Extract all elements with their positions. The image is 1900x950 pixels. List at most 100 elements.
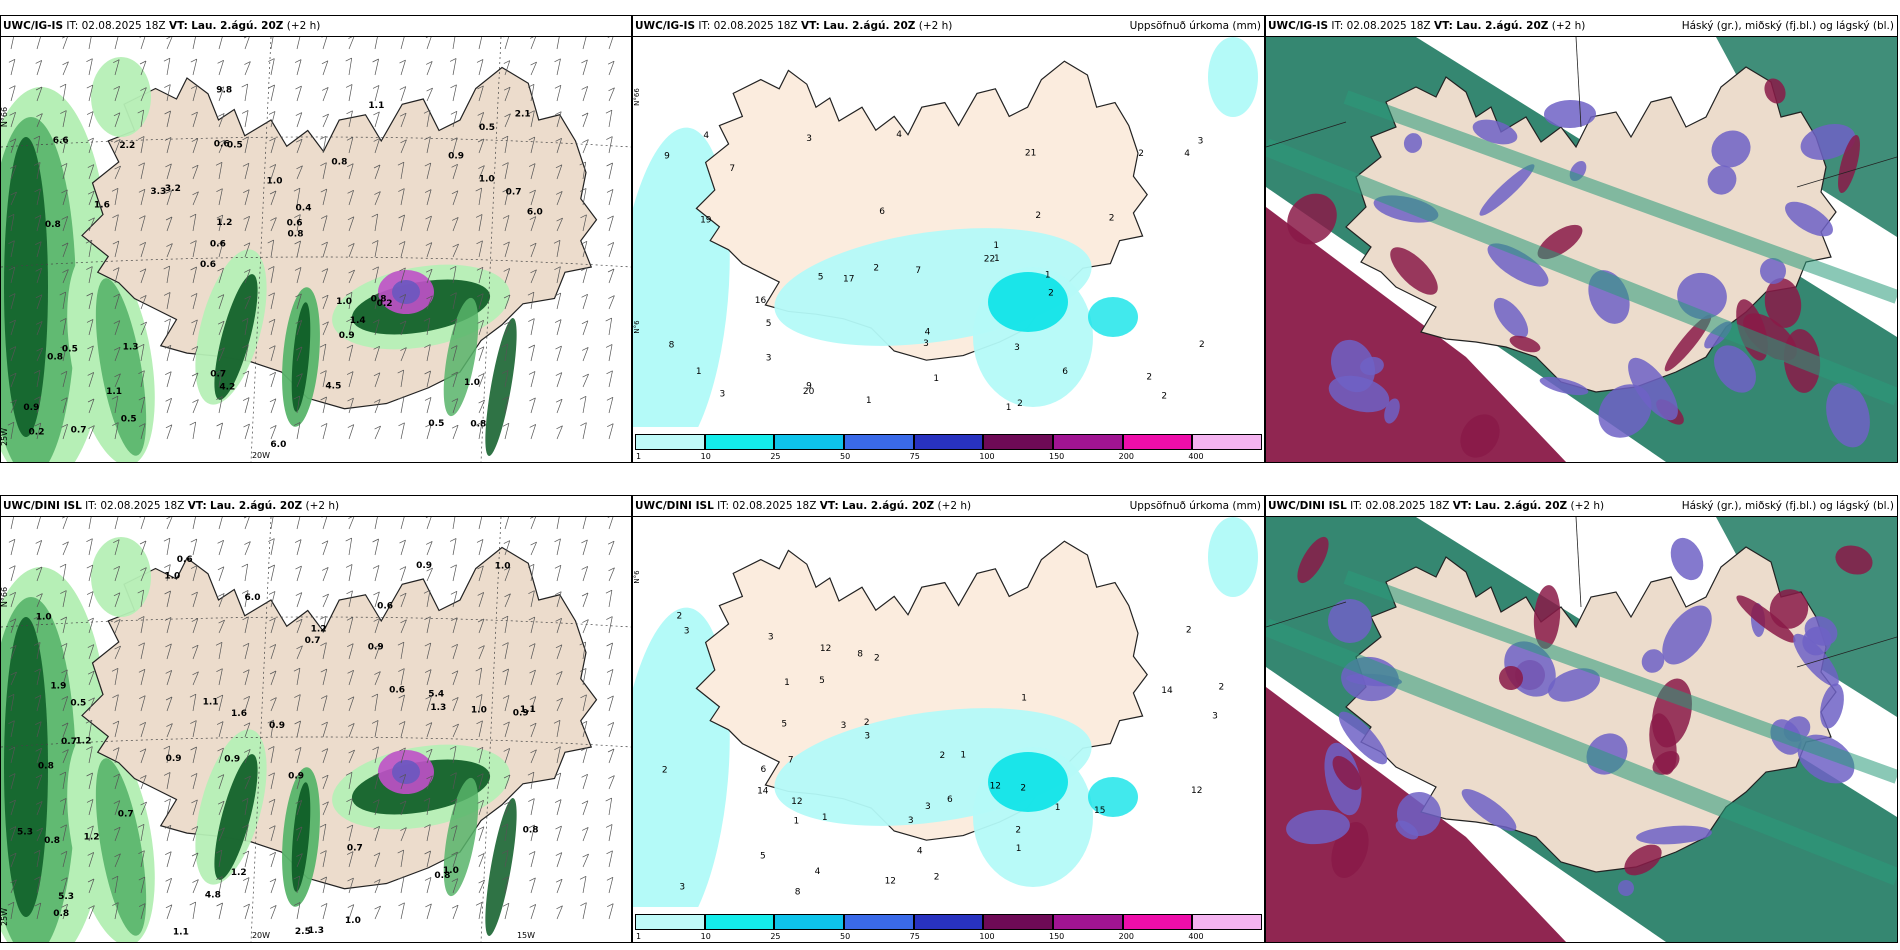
wind-barb [322,344,327,362]
wind-barb [449,265,457,270]
wind-barb [36,827,43,842]
wind-barb [294,747,302,751]
precip-value-label: 0.6 [177,555,193,565]
wind-barb [87,398,95,403]
wind-barb [478,240,483,258]
precip-area [291,302,311,412]
precip-amount-label: 3 [684,627,690,637]
wind-barb [503,294,511,299]
wind-barb [215,369,223,374]
wind-barb [374,517,378,530]
model-name: UWC/IG-IS [635,20,696,32]
wind-barb [530,37,536,50]
wind-barb [296,112,303,128]
wind-barb [346,590,353,595]
mid-cloud-area [1493,297,1529,339]
wind-barb [426,567,433,582]
colorbar-label: 150 [1049,932,1065,941]
wind-barb [556,399,563,414]
wind-barb [269,371,276,376]
wind-barb [10,747,16,764]
wind-barb [163,57,171,62]
init-time: 02.08.2025 18Z [713,20,798,32]
wind-barb [451,424,459,429]
wind-barb [530,61,537,66]
wind-barb [88,191,95,206]
wind-barb [296,747,302,764]
precip-amount-label: 8 [669,341,675,351]
wind-barb [348,590,353,608]
wind-barb [582,800,589,816]
wind-barb [556,266,561,284]
wind-barb [244,216,250,232]
wind-barb [270,240,275,258]
wind-barb [400,370,405,388]
precip-amount-label: 1 [933,374,939,384]
wind-barb [426,61,433,65]
wind-barb [322,642,327,660]
wind-barb [9,852,17,857]
wind-barb [35,241,42,246]
wind-barb [554,564,562,569]
wind-barb [580,902,587,907]
wind-barb [140,616,145,634]
wind-barb [374,372,381,388]
wind-barb [88,697,95,702]
wind-barb [400,188,405,206]
wind-barb [320,370,327,374]
wind-barb [426,87,433,102]
precip-amount-label: 1 [1021,694,1027,704]
wind-barb [478,668,483,686]
precip-value-label: 4.2 [219,383,235,393]
wind-barb [62,643,68,660]
wind-barb [608,162,613,180]
wind-barb [504,748,511,764]
latitude-line [1266,601,1347,628]
wind-barb [60,163,68,167]
low-cloud-area [1297,536,1329,584]
wind-barb [478,267,484,284]
wind-barb [426,643,432,660]
wind-barb [88,217,95,232]
wind-barb [373,799,380,804]
wind-barb [88,345,94,362]
wind-barb [88,852,95,868]
wind-barb [244,189,250,206]
precip-amount-label: 12 [791,797,802,807]
wind-barb [86,319,94,323]
wind-barb [165,696,173,701]
wind-barb [504,215,510,232]
wind-barb [140,110,145,128]
wind-barb [322,268,329,284]
wind-barb [296,396,301,414]
wind-barb [88,137,94,154]
wind-barb [607,268,615,273]
wind-barb [241,110,249,114]
wind-barb [451,190,459,195]
wind-barb [114,668,119,686]
wind-barb [450,798,457,803]
wind-barb [374,671,381,675]
wind-barb [140,517,146,530]
wind-barb [114,827,121,842]
wind-barb [191,346,198,350]
wind-barb [10,694,15,712]
wind-barb [36,215,42,232]
wind-barb [373,372,381,377]
colorbar-label: 25 [770,452,781,461]
wind-barb [244,517,250,530]
wind-barb [606,876,614,881]
wind-barb [243,189,250,194]
wind-barb [374,694,379,712]
wind-barb [163,745,170,750]
precip-amount-label: 5 [760,852,766,862]
wind-barb [244,269,251,284]
longitude-line [480,517,502,942]
wind-barb [346,798,353,803]
wind-barb [398,422,405,427]
colorbar-swatch [913,914,984,930]
wind-barb [218,139,225,154]
wind-barb [478,853,485,857]
wind-barb [62,772,67,790]
wind-barb [322,669,328,686]
